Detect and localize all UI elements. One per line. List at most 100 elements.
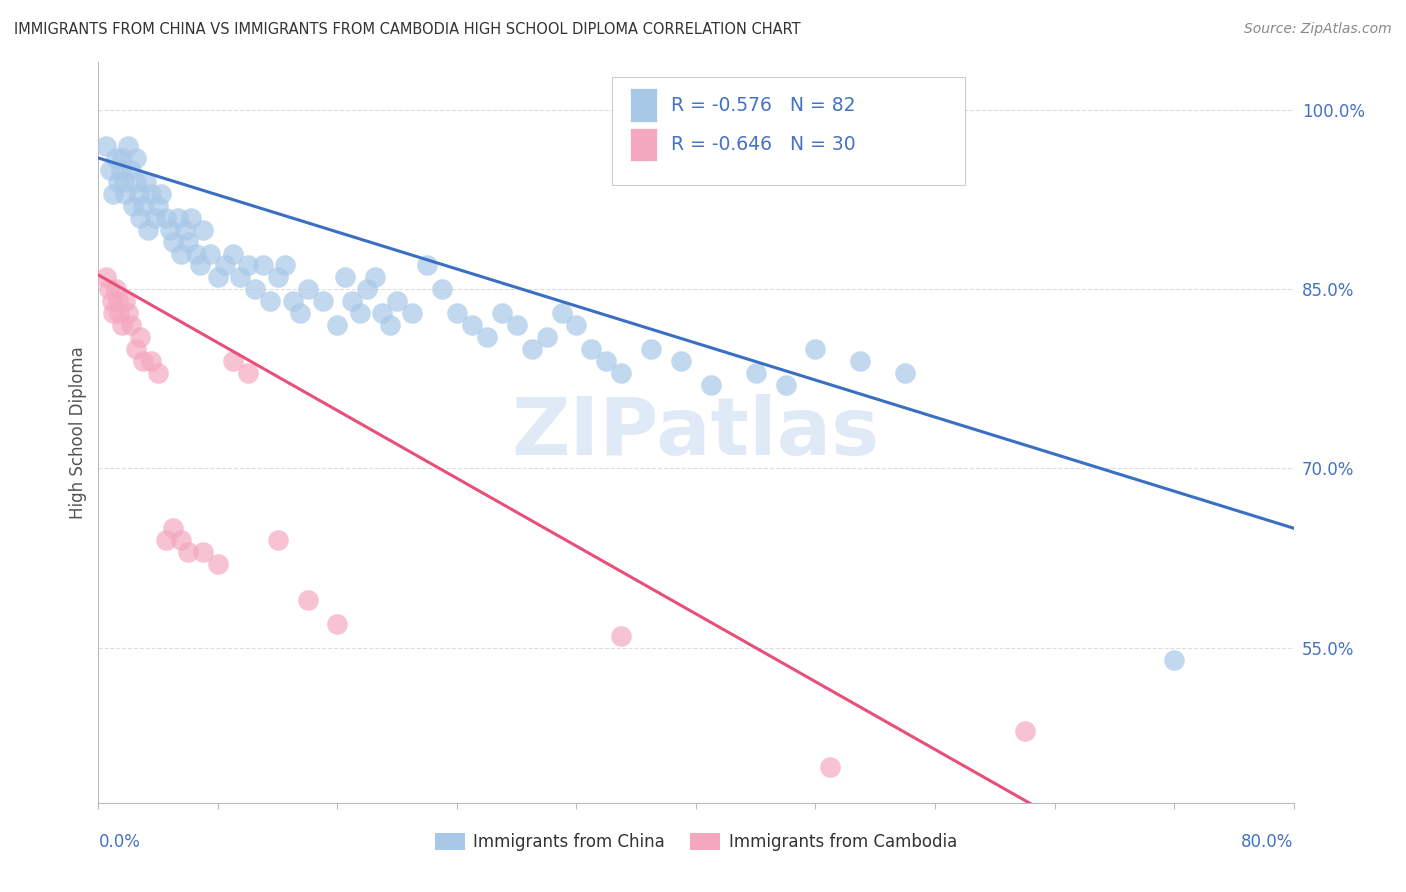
Point [349,306,371,320]
Point [117,306,139,320]
Point [97,282,120,296]
Point [150,186,173,201]
Point [107,294,129,309]
Point [200,246,222,260]
Point [491,306,513,320]
Point [700,377,723,392]
Point [311,294,333,309]
Point [117,139,139,153]
Point [236,366,259,380]
Point [356,282,378,296]
Point [385,294,409,309]
Point [177,235,200,249]
Point [252,259,274,273]
Y-axis label: High School Diploma: High School Diploma [69,346,87,519]
Point [259,294,281,309]
Point [297,282,319,296]
Point [267,270,290,285]
Point [139,186,162,201]
Text: ZIPatlas: ZIPatlas [512,393,880,472]
Point [669,354,692,368]
Point [565,318,588,333]
Point [416,259,439,273]
Point [114,294,136,309]
Point [108,306,131,320]
Point [129,330,152,344]
Point [461,318,484,333]
Point [143,211,166,225]
Point [894,366,917,380]
Point [105,151,128,165]
Point [184,246,207,260]
Point [342,294,364,309]
Point [94,270,117,285]
Point [103,306,125,320]
Point [820,760,842,774]
Point [169,533,191,547]
Point [136,222,159,236]
Point [174,222,197,236]
Point [120,162,142,177]
Point [162,235,184,249]
Point [111,318,134,333]
Point [112,175,135,189]
Point [207,270,229,285]
Point [430,282,453,296]
Point [297,592,319,607]
Point [267,533,290,547]
Text: R = -0.646   N = 30: R = -0.646 N = 30 [671,135,855,154]
Point [520,342,543,356]
Legend: Immigrants from China, Immigrants from Cambodia: Immigrants from China, Immigrants from C… [429,826,963,857]
Point [804,342,827,356]
Point [775,377,797,392]
Text: R = -0.576   N = 82: R = -0.576 N = 82 [671,95,855,115]
Point [98,162,122,177]
Point [162,521,184,535]
Point [849,354,872,368]
Point [222,246,245,260]
Point [640,342,662,356]
Point [288,306,311,320]
Text: 80.0%: 80.0% [1241,833,1294,851]
Point [214,259,236,273]
Point [378,318,401,333]
Point [745,366,768,380]
Point [125,151,148,165]
Point [191,222,214,236]
Point [155,533,177,547]
Text: 0.0%: 0.0% [98,833,141,851]
Point [326,616,349,631]
Point [125,175,148,189]
Point [114,186,136,201]
Point [110,162,132,177]
Point [475,330,498,344]
Point [236,259,259,273]
Text: Source: ZipAtlas.com: Source: ZipAtlas.com [1244,22,1392,37]
Point [222,354,245,368]
Point [121,199,143,213]
Point [506,318,529,333]
Point [166,211,188,225]
Point [132,354,155,368]
Point [94,139,117,153]
Point [132,199,155,213]
Point [1163,652,1185,666]
Point [101,294,124,309]
Point [180,211,202,225]
Point [207,557,229,571]
Point [371,306,394,320]
Point [1014,724,1036,739]
Point [135,175,157,189]
Point [595,354,617,368]
Point [120,318,142,333]
FancyBboxPatch shape [613,78,965,185]
Text: IMMIGRANTS FROM CHINA VS IMMIGRANTS FROM CAMBODIA HIGH SCHOOL DIPLOMA CORRELATIO: IMMIGRANTS FROM CHINA VS IMMIGRANTS FROM… [14,22,800,37]
Point [148,366,170,380]
Point [148,199,170,213]
Point [536,330,558,344]
Point [446,306,468,320]
Point [139,354,162,368]
Point [128,186,150,201]
Point [111,151,134,165]
Point [169,246,191,260]
